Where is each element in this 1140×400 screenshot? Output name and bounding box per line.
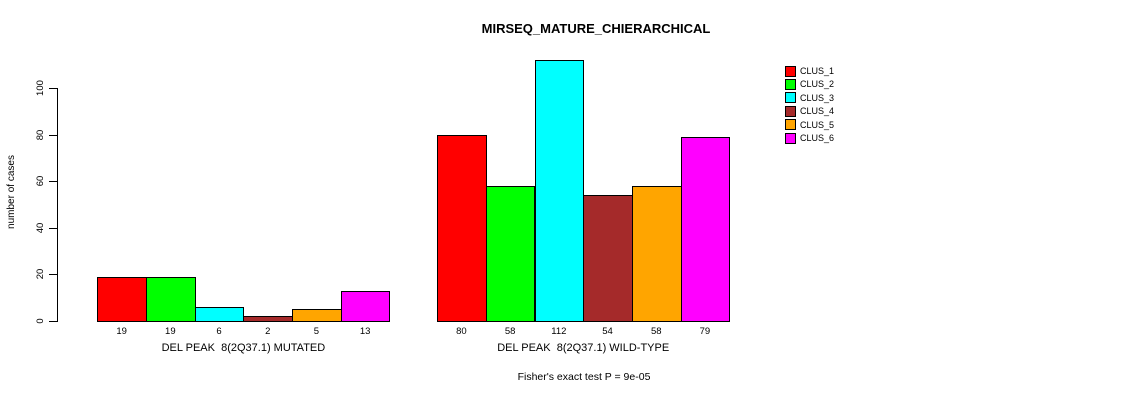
bar-clus_2-group1 [485, 185, 536, 322]
bar-value-label: 58 [504, 326, 516, 337]
legend-item-label: CLUS_1 [800, 66, 835, 76]
bar-value-label: 2 [265, 326, 271, 337]
legend-item-label: CLUS_3 [800, 92, 835, 103]
y-axis-tick-label: 40 [34, 222, 46, 234]
legend-swatch-icon [785, 132, 796, 144]
y-axis-label: number of cases [5, 155, 17, 229]
y-axis-tick-label: 100 [34, 80, 46, 96]
bar-value-label: 13 [359, 326, 371, 337]
bar-clus_6-group0 [340, 290, 391, 322]
y-axis-tick [49, 181, 57, 183]
bar-value-label: 19 [165, 326, 176, 337]
y-axis-tick [49, 274, 57, 276]
bar-value-label: 80 [456, 326, 467, 337]
category-label-group0: DEL PEAK 8(2Q37.1) MUTATED [161, 342, 326, 354]
chart-title: MIRSEQ_MATURE_CHIERARCHICAL [481, 21, 711, 36]
bar-clus_3-group0 [194, 307, 245, 322]
legend-swatch-icon [785, 92, 796, 104]
bar-clus_4-group1 [583, 195, 633, 322]
annotation-text: Fisher's exact test P = 9e-05 [517, 371, 651, 383]
bar-clus_6-group1 [680, 136, 731, 322]
bar-value-label: 19 [116, 326, 127, 337]
y-axis-tick [49, 321, 57, 322]
legend-item-clus_5: CLUS_5 [785, 119, 835, 131]
bar-value-label: 79 [699, 326, 711, 337]
bar-clus_5-group1 [631, 185, 682, 322]
bar-value-label: 5 [313, 326, 320, 337]
legend-item-label: CLUS_6 [800, 133, 835, 143]
bar-clus_3-group1 [534, 60, 585, 322]
bar-clus_1-group0 [97, 276, 147, 322]
legend-swatch-icon [785, 105, 796, 117]
bar-clus_4-group0 [243, 316, 294, 322]
legend-item-clus_4: CLUS_4 [785, 105, 835, 117]
bar-clus_2-group0 [146, 276, 196, 322]
bar-clus_1-group1 [437, 134, 487, 322]
y-axis-tick-label: 60 [34, 175, 46, 187]
legend-item-label: CLUS_4 [800, 106, 835, 117]
bar-value-label: 112 [551, 326, 567, 337]
legend-swatch-icon [785, 65, 796, 77]
legend-swatch-icon [785, 78, 796, 90]
legend-item-clus_2: CLUS_2 [785, 78, 835, 90]
legend-item-label: CLUS_5 [800, 119, 835, 130]
legend-item-label: CLUS_2 [800, 79, 835, 90]
bar-value-label: 54 [602, 326, 613, 337]
bar-value-label: 58 [650, 326, 662, 337]
category-label-group1: DEL PEAK 8(2Q37.1) WILD-TYPE [497, 342, 670, 354]
y-axis-tick-label: 20 [34, 269, 46, 280]
y-axis-tick [49, 227, 57, 229]
legend-item-clus_3: CLUS_3 [785, 92, 835, 104]
y-axis-tick-label: 80 [34, 129, 46, 140]
y-axis-line [57, 88, 58, 322]
bar-clus_5-group0 [292, 309, 342, 322]
legend-item-clus_6: CLUS_6 [785, 132, 835, 144]
y-axis-tick [49, 134, 57, 136]
legend-swatch-icon [785, 119, 796, 131]
y-axis-tick [49, 88, 57, 89]
y-axis-tick-label: 0 [34, 318, 46, 324]
legend-item-clus_1: CLUS_1 [785, 65, 835, 77]
bar-value-label: 6 [216, 326, 222, 337]
